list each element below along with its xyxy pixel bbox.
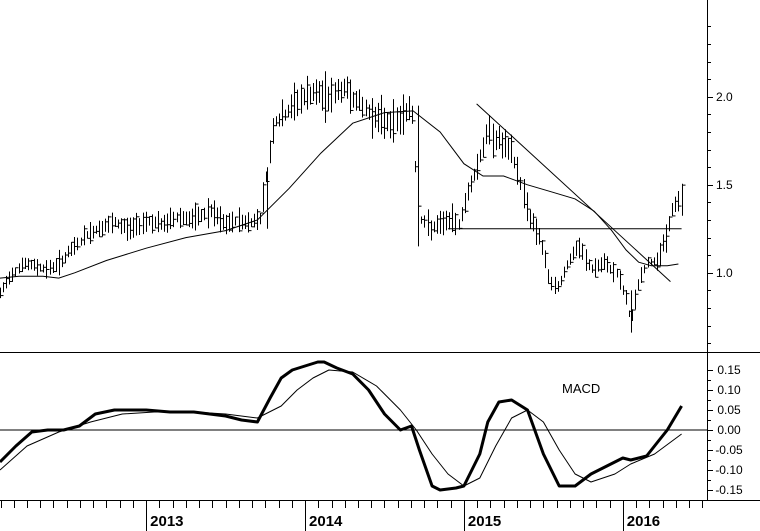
ohlc-bar — [139, 218, 143, 235]
ohlc-bar — [558, 281, 562, 292]
ohlc-bar — [595, 258, 599, 278]
ohlc-bar — [564, 266, 568, 278]
ohlc-bar — [551, 276, 555, 291]
ohlc-bar — [341, 81, 345, 103]
macd-tick-label: 0.05 — [717, 403, 741, 417]
ohlc-bar — [471, 175, 475, 193]
ohlc-bar — [393, 99, 397, 143]
ohlc-bar — [648, 256, 652, 268]
ohlc-bar — [195, 202, 199, 231]
ohlc-bar — [483, 137, 487, 158]
ohlc-bar — [263, 182, 267, 212]
ohlc-bar — [248, 212, 252, 233]
ohlc-bar — [505, 129, 509, 158]
ohlc-bar — [617, 268, 621, 278]
ohlc-bar — [239, 207, 243, 233]
ohlc-bar — [108, 215, 112, 233]
ohlc-bars — [0, 71, 686, 333]
macd-tick-label: 0.10 — [717, 383, 741, 397]
year-label: 2016 — [627, 513, 660, 530]
ohlc-bar — [204, 207, 208, 221]
ohlc-bar — [362, 96, 366, 118]
ohlc-bar — [589, 259, 593, 271]
ohlc-bar — [84, 225, 88, 246]
ohlc-bar — [678, 191, 682, 212]
ohlc-bar — [301, 84, 305, 114]
moving-average-line — [0, 110, 679, 279]
ohlc-bar — [620, 270, 624, 290]
chart-frame: 2.0 1.5 1.0 0.15 0.10 0.05 0.00 -0.05 -0.10 -0.15 — [0, 0, 760, 501]
year-label: 2013 — [150, 513, 183, 530]
macd-tick-label: 0.00 — [717, 423, 741, 437]
ohlc-bar — [180, 207, 184, 229]
ohlc-bar — [635, 289, 639, 310]
ohlc-bar — [270, 140, 274, 164]
ohlc-bar — [489, 115, 493, 145]
ohlc-bar — [331, 77, 335, 113]
ohlc-bar — [465, 192, 469, 214]
macd-tick-label: 0.15 — [717, 363, 741, 377]
ohlc-bar — [573, 246, 577, 261]
macd-tick-label: -0.15 — [715, 483, 743, 497]
price-tick-label: 2.0 — [716, 90, 733, 104]
year-label: 2015 — [468, 513, 501, 530]
macd-annotation: MACD — [562, 381, 600, 396]
ohlc-bar — [527, 192, 531, 222]
ohlc-bar — [102, 220, 106, 237]
ohlc-bar — [480, 149, 484, 163]
ohlc-bar — [455, 212, 459, 236]
ohlc-bar — [657, 252, 661, 271]
ohlc-bar — [173, 211, 177, 228]
price-panel — [0, 71, 686, 333]
ohlc-bar — [15, 267, 19, 277]
ohlc-bar — [412, 105, 416, 124]
ohlc-bar — [638, 279, 642, 291]
ohlc-bar — [493, 123, 497, 159]
price-tick-label: 1.5 — [716, 178, 733, 192]
ohlc-bar — [0, 287, 4, 299]
ohlc-bar — [424, 215, 428, 228]
ohlc-bar — [350, 79, 354, 114]
macd-panel — [0, 360, 707, 492]
ohlc-bar — [672, 203, 676, 217]
ohlc-bar — [582, 243, 586, 260]
ohlc-bar — [607, 256, 611, 273]
macd-tick-label: -0.05 — [715, 443, 743, 457]
macd-line — [0, 360, 683, 492]
ohlc-bar — [626, 290, 630, 305]
ohlc-bar — [542, 240, 546, 255]
ohlc-bar — [632, 309, 636, 321]
year-label: 2014 — [309, 513, 343, 530]
trend-line — [476, 103, 671, 282]
ohlc-bar — [641, 267, 645, 284]
ohlc-bar — [613, 262, 617, 283]
ohlc-bar — [545, 250, 549, 269]
ohlc-bar — [310, 86, 314, 105]
time-axis: 2013 2014 2015 2016 — [1, 500, 703, 531]
ohlc-bar — [297, 89, 301, 117]
ohlc-bar — [307, 75, 311, 110]
ohlc-bar — [46, 260, 50, 279]
ohlc-bar — [567, 260, 571, 270]
ohlc-bar — [570, 253, 574, 265]
ohlc-bar — [99, 220, 103, 238]
signal-line — [0, 369, 682, 487]
ohlc-bar — [682, 183, 686, 216]
ohlc-bar — [152, 214, 156, 234]
ohlc-bar — [235, 216, 239, 226]
macd-tick-label: -0.10 — [715, 463, 743, 477]
ohlc-bar — [520, 177, 524, 191]
ohlc-bar — [644, 265, 648, 274]
ohlc-bar — [511, 134, 515, 164]
ohlc-bar — [260, 212, 264, 225]
ohlc-bar — [136, 212, 140, 236]
price-tick-label: 1.0 — [716, 266, 733, 280]
ohlc-bar — [477, 153, 481, 180]
ohlc-bar — [561, 275, 565, 286]
ohlc-bar — [77, 237, 81, 251]
ohlc-bar — [90, 221, 94, 244]
